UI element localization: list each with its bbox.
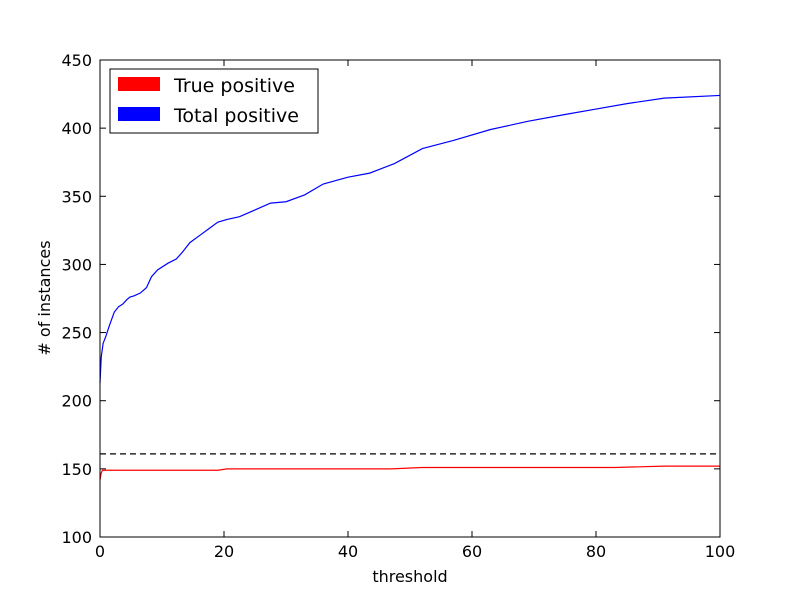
series-line-true-positive	[99, 465, 720, 480]
y-tick-label: 250	[61, 324, 92, 343]
y-axis-label: # of instances	[35, 240, 54, 355]
y-tick-label: 200	[61, 392, 92, 411]
x-tick-label: 20	[214, 542, 234, 561]
x-tick-label: 40	[338, 542, 358, 561]
series-line-total-positive	[99, 94, 721, 384]
y-tick-label: 450	[61, 51, 92, 70]
y-tick-label: 350	[61, 187, 92, 206]
x-tick-label: 0	[95, 542, 105, 561]
x-axis-label: threshold	[372, 567, 447, 586]
y-tick-label: 100	[61, 528, 92, 547]
legend-label-true-positive: True positive	[173, 75, 295, 97]
y-tick-label: 400	[61, 119, 92, 138]
plot-frame	[99, 59, 721, 538]
y-tick-label: 300	[61, 255, 92, 274]
x-tick-label: 80	[586, 542, 606, 561]
x-tick-label: 60	[462, 542, 482, 561]
legend-label-total-positive: Total positive	[173, 105, 299, 127]
y-tick-label: 150	[61, 460, 92, 479]
legend-swatch-true-positive	[118, 77, 160, 91]
legend: True positive Total positive	[109, 68, 319, 134]
plot-content	[99, 94, 721, 480]
axis-ticks: 0 20 40 60 80 100 100 150 200 250 300 350 400 450	[61, 51, 735, 561]
legend-swatch-total-positive	[118, 107, 160, 121]
x-tick-label: 100	[705, 542, 736, 561]
